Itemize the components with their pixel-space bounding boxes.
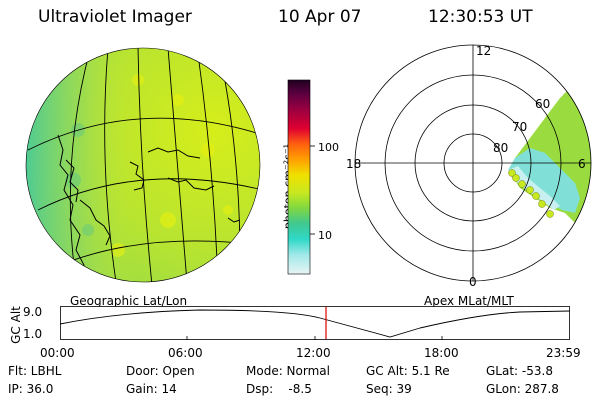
orbit-x-tick-3: 18:00 [424,346,459,360]
mlat-60-label: 60 [535,97,551,111]
info-mode: Mode: Normal [246,364,330,378]
mlt-12-label: 12 [476,44,492,58]
colorbar-tick-10: 10 [318,229,332,242]
mlt-6-label: 6 [578,157,586,171]
orbit-x-tick-2: 12:00 [296,346,331,360]
geographic-image [25,47,261,283]
info-glon: GLon: 287.8 [486,382,559,396]
mlt-18-label: 18 [346,157,362,171]
orbit-y-top: 9.0 [23,305,43,319]
info-glat: GLat: -53.8 [486,364,553,378]
info-gain: Gain: 14 [126,382,177,396]
orbit-plot [60,306,571,340]
info-ip: IP: 36.0 [8,382,54,396]
mlat-70-label: 70 [512,120,528,134]
orbit-x-tick-0: 00:00 [40,346,75,360]
date-label: 10 Apr 07 [278,7,362,27]
info-seq: Seq: 39 [366,382,412,396]
orbit-y-bottom: 1.0 [23,327,43,341]
apex-label: Apex MLat/MLT [424,294,514,308]
mlat-80-label: 80 [493,141,509,155]
app-title: Ultraviolet Imager [38,7,192,27]
info-door: Door: Open [126,364,195,378]
time-label: 12:30:53 UT [428,7,533,27]
colorbar [287,79,315,275]
polar-plot [354,44,592,282]
info-gcalt: GC Alt: 5.1 Re [366,364,450,378]
info-flt: Flt: LBHL [8,364,62,378]
orbit-axis-label: GC Alt [9,306,23,344]
orbit-x-tick-4: 23:59 [546,346,581,360]
orbit-x-tick-1: 06:00 [168,346,203,360]
mlt-0-label: 0 [469,275,477,289]
geographic-label: Geographic Lat/Lon [70,294,188,308]
colorbar-tick-100: 100 [318,141,339,154]
info-dsp: Dsp: -8.5 [246,382,312,396]
